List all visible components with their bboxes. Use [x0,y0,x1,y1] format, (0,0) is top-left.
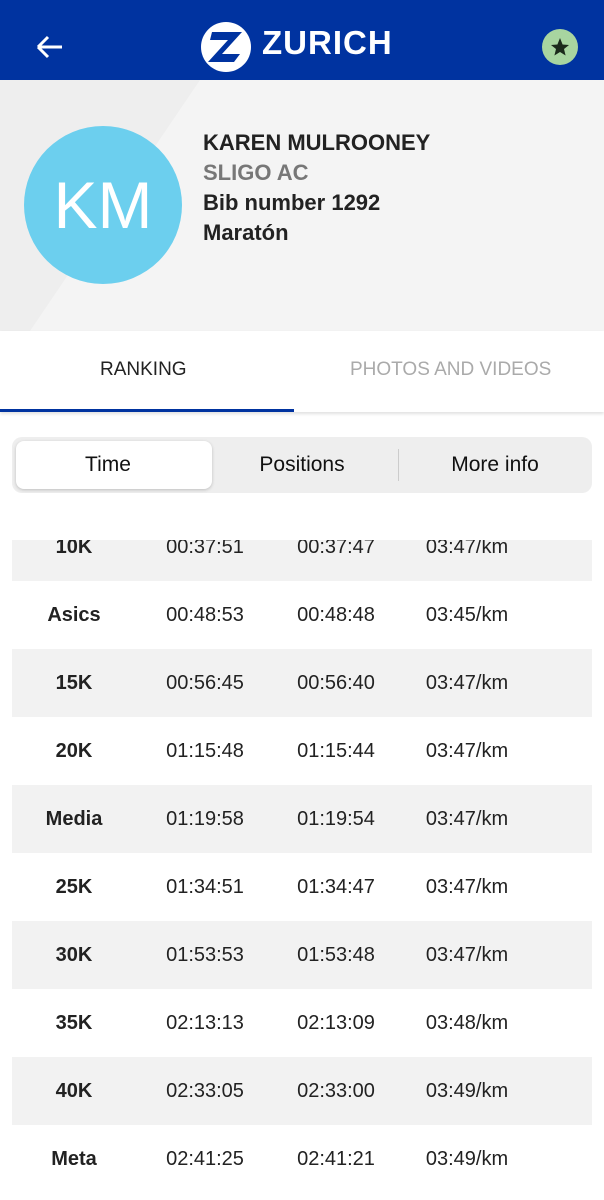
cell: 03:48/km [425,1012,509,1034]
runner-name: KAREN MULROONEY [203,130,431,155]
split-name: 25K [55,876,93,898]
split-name: 15K [55,672,93,694]
cell: 01:15:48 [166,740,244,762]
divider [398,449,399,481]
segmented-control: Time Positions More info [12,437,592,493]
cell: 03:45/km [425,604,509,626]
cell: 00:56:40 [297,672,375,694]
segment-selected [16,441,212,489]
cell: 01:19:58 [166,808,244,830]
avatar: KM [24,126,182,284]
cell: 01:34:51 [166,876,244,898]
tab-bar: RANKING PHOTOS AND VIDEOS [0,331,604,412]
split-row: 20K 01:15:48 01:15:44 03:47/km [12,717,592,785]
cell: 00:48:53 [166,604,244,626]
tab[interactable]: RANKING [100,359,187,380]
split-name: 30K [55,944,93,966]
cell: 03:49/km [425,1080,509,1102]
split-name: Meta [51,1148,97,1170]
cell: 00:48:48 [297,604,375,626]
segment[interactable]: Positions [259,453,345,476]
cell: 03:47/km [425,808,509,830]
star-icon [551,38,569,56]
bib: Bib number 1292 [203,190,381,215]
split-row: 25K 01:34:51 01:34:47 03:47/km [12,853,592,921]
header-icons [36,22,578,72]
cell: 01:53:53 [166,944,244,966]
profile-bg [30,80,604,331]
cell: 01:34:47 [297,876,375,898]
cell: 02:13:09 [297,1012,375,1034]
back-button[interactable] [36,35,62,59]
cell: 03:47/km [425,540,509,558]
splits-table: 10K 00:37:51 00:37:47 03:47/km Asics 00:48:53… [0,540,604,1200]
cell: 01:53:48 [297,944,375,966]
split-name: 40K [55,1080,93,1102]
split-row: Asics 00:48:53 00:48:48 03:45/km [12,581,592,649]
split-row: 40K 02:33:05 02:33:00 03:49/km [12,1057,592,1125]
split-row: Meta 02:41:25 02:41:21 03:49/km [12,1125,592,1193]
tab-indicator [0,409,294,412]
split-row: 15K 00:56:45 00:56:40 03:47/km [12,649,592,717]
split-name: Asics [47,604,101,626]
cell: 03:47/km [425,876,509,898]
split-name: 10K [55,540,93,558]
cell: 02:41:21 [297,1148,375,1170]
segment[interactable]: Time [85,453,131,476]
cell: 02:33:00 [297,1080,375,1102]
cell: 02:13:13 [166,1012,244,1034]
cell: 00:37:47 [297,540,375,558]
club: SLIGO AC [203,160,309,185]
cell: 02:33:05 [166,1080,244,1102]
cell: 03:47/km [425,672,509,694]
cell: 03:47/km [425,740,509,762]
split-row: Media 01:19:58 01:19:54 03:47/km [12,785,592,853]
cell: 03:47/km [425,944,509,966]
race: Maratón [203,220,289,245]
cell: 02:41:25 [166,1148,244,1170]
split-row: 35K 02:13:13 02:13:09 03:48/km [12,989,592,1057]
profile-card: KM KAREN MULROONEY SLIGO AC Bib number 1… [0,80,604,331]
split-name: 20K [55,740,93,762]
cell: 01:19:54 [297,808,375,830]
brand: ZURICH [262,24,393,61]
cell: 00:37:51 [166,540,244,558]
cell: 01:15:44 [297,740,375,762]
split-name: Media [45,808,103,830]
cell: 03:49/km [425,1148,509,1170]
split-row: 10K 00:37:51 00:37:47 03:47/km [12,540,592,581]
cell: 00:56:45 [166,672,244,694]
tab[interactable]: PHOTOS AND VIDEOS [350,359,552,380]
segment[interactable]: More info [451,453,539,476]
split-name: 35K [55,1012,93,1034]
top-bar: ZURICH [0,0,604,80]
split-row: 30K 01:53:53 01:53:48 03:47/km [12,921,592,989]
logo-mark [208,32,242,62]
